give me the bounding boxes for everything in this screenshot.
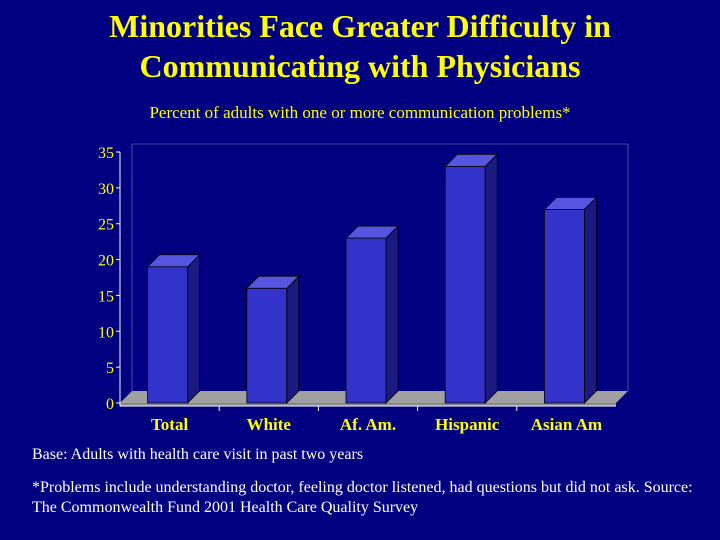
bar-side bbox=[187, 253, 201, 404]
bar-front bbox=[345, 237, 387, 404]
y-tick-label: 30 bbox=[98, 181, 114, 198]
y-tick-label: 5 bbox=[106, 360, 114, 377]
y-tick-label: 0 bbox=[106, 396, 114, 413]
y-tick-label: 10 bbox=[98, 324, 114, 341]
bar-front bbox=[147, 266, 189, 404]
x-category-label: Af. Am. bbox=[340, 415, 396, 434]
bar-side bbox=[584, 196, 597, 404]
bar-top bbox=[543, 196, 598, 210]
chart-floor-front bbox=[120, 403, 616, 406]
chart-title: Percent of adults with one or more commu… bbox=[149, 103, 571, 122]
bar-side bbox=[385, 225, 399, 404]
bar-side bbox=[286, 275, 300, 404]
x-category-label: Hispanic bbox=[435, 415, 500, 434]
x-category-label: White bbox=[247, 415, 292, 434]
x-category-label: Asian Am bbox=[531, 415, 602, 434]
bar-front bbox=[444, 165, 486, 404]
bar-side bbox=[484, 153, 498, 404]
bar-top bbox=[245, 275, 300, 289]
y-tick-label: 15 bbox=[98, 288, 114, 305]
bar-top bbox=[146, 254, 201, 268]
bar-front bbox=[246, 287, 288, 404]
bar-front bbox=[544, 208, 585, 404]
y-tick-label: 25 bbox=[98, 217, 114, 234]
slide-title-line-2: Communicating with Physicians bbox=[139, 48, 581, 84]
slide-title: Minorities Face Greater Difficulty in Co… bbox=[0, 6, 720, 86]
x-category-label: Total bbox=[151, 415, 188, 434]
slide-title-line-1: Minorities Face Greater Difficulty in bbox=[109, 8, 611, 44]
footnote: *Problems include understanding doctor, … bbox=[32, 479, 693, 516]
bar-top bbox=[345, 225, 399, 239]
y-tick-label: 35 bbox=[98, 145, 114, 162]
base-note: Base: Adults with health care visit in p… bbox=[32, 446, 364, 463]
bar-top bbox=[444, 153, 499, 167]
y-tick-label: 20 bbox=[98, 253, 114, 270]
